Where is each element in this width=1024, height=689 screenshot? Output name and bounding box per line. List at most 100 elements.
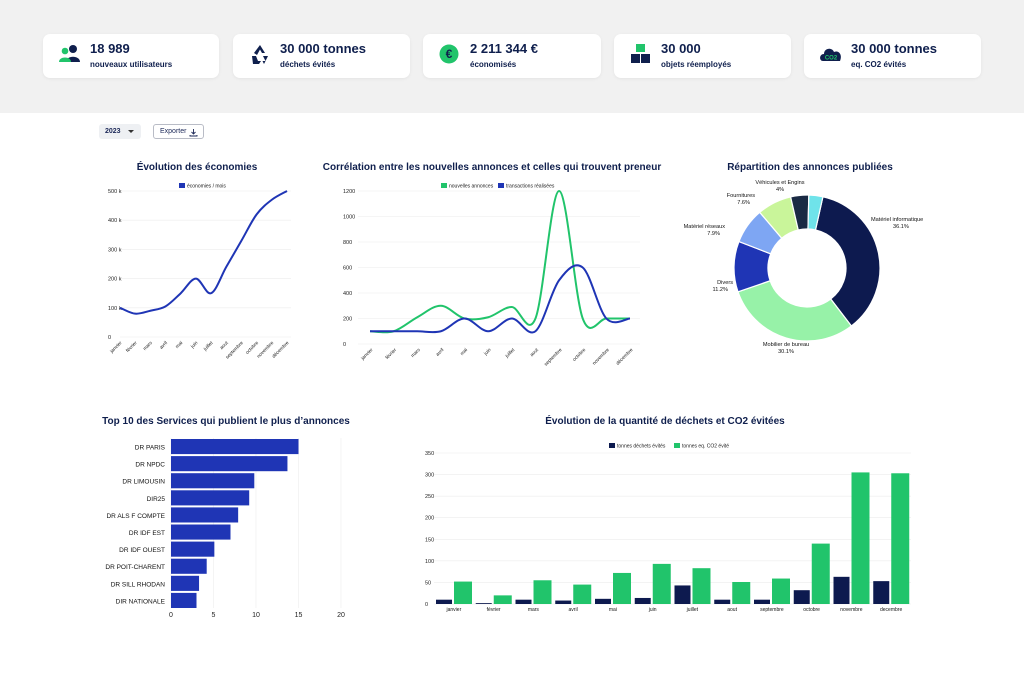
kpi-card-objects: 30 000 objets réemployés — [614, 34, 791, 78]
donut-label: Matériel réseaux — [684, 224, 726, 230]
x-tick-label: mai — [609, 607, 617, 613]
co2-cloud-icon: CO2 — [820, 48, 841, 62]
series-line — [119, 190, 288, 315]
legend-label: tonnes déchets évités — [617, 444, 666, 450]
category-label: DR PARIS — [135, 445, 166, 452]
y-tick-label: 100 — [425, 559, 434, 565]
kpi-label: déchets évités — [280, 60, 336, 69]
y-tick-label: 200 — [343, 317, 352, 323]
y-tick-label: 400 k — [108, 218, 122, 224]
bar-co2 — [613, 572, 631, 604]
bar-waste — [873, 581, 890, 604]
y-tick-label: 1000 — [343, 215, 355, 221]
bar — [171, 575, 200, 591]
donut-label: Mobilier de bureau — [763, 342, 809, 348]
users-icon — [59, 45, 80, 62]
bar-co2 — [454, 581, 472, 604]
bar — [171, 558, 207, 574]
x-tick-label: avril — [158, 340, 168, 350]
chart1-title: Évolution des économies — [136, 162, 258, 173]
x-tick-label: 10 — [252, 612, 260, 619]
download-icon — [189, 129, 198, 137]
bar-co2 — [652, 563, 671, 604]
bar-co2 — [493, 595, 512, 604]
x-tick-label: mai — [174, 340, 184, 350]
x-tick-label: aout — [727, 607, 737, 613]
kpi-value: 18 989 — [90, 41, 130, 56]
y-tick-label: 0 — [343, 342, 346, 348]
legend-swatch — [609, 443, 615, 448]
y-tick-label: 500 k — [108, 189, 122, 195]
y-tick-label: 200 — [425, 516, 434, 522]
bar-waste — [754, 599, 770, 604]
donut-value-label: 36.1% — [893, 224, 909, 230]
x-tick-label: juillet — [686, 607, 699, 613]
chart5-title: Évolution de la quantité de déchets et C… — [545, 416, 785, 427]
donut-value-label: 7.9% — [707, 231, 720, 237]
donut-value-label: 30.1% — [778, 349, 794, 355]
category-label: DR SILL RHODAN — [111, 581, 166, 588]
category-label: DR POIT-CHARENT — [105, 564, 165, 571]
legend-swatch — [498, 183, 504, 188]
donut-value-label: 4% — [776, 187, 784, 193]
series-line — [369, 264, 631, 334]
bar-waste — [595, 598, 611, 604]
donut-slice — [807, 194, 824, 231]
y-tick-label: 250 — [425, 494, 434, 500]
x-tick-label: juin — [482, 347, 492, 357]
bar-waste — [634, 597, 651, 604]
year-select[interactable]: 2023 — [99, 124, 141, 139]
x-tick-label: avril — [569, 607, 578, 613]
category-label: DR NPDC — [135, 462, 165, 469]
y-tick-label: 350 — [425, 451, 434, 457]
x-tick-label: decembre — [880, 607, 902, 613]
donut-value-label: 7.6% — [737, 200, 750, 206]
category-label: DR ALS F COMPTE — [106, 513, 165, 520]
bar-co2 — [772, 578, 790, 604]
bar — [171, 507, 239, 523]
bar-co2 — [692, 568, 711, 604]
bar — [171, 541, 215, 557]
legend-label: transactions réalisées — [506, 184, 555, 190]
category-label: DR LIMOUSIN — [122, 479, 165, 486]
bar — [171, 456, 288, 472]
bar-waste — [436, 599, 452, 604]
category-label: DIR NATIONALE — [116, 598, 166, 605]
bar-waste — [714, 599, 731, 604]
bar — [171, 490, 250, 506]
bar-co2 — [732, 581, 751, 604]
x-tick-label: 5 — [212, 612, 216, 619]
x-tick-label: février — [487, 607, 501, 613]
bar-co2 — [811, 543, 830, 604]
kpi-value: 30 000 tonnes — [851, 41, 937, 56]
y-tick-label: 200 k — [108, 277, 122, 283]
bar — [171, 473, 255, 489]
chart3-title: Répartition des annonces publiées — [727, 162, 893, 173]
bar — [171, 439, 299, 455]
y-tick-label: 400 — [343, 291, 352, 297]
x-tick-label: aout — [219, 340, 230, 351]
x-tick-label: juin — [648, 607, 657, 613]
kpi-card-waste: 30 000 tonnes déchets évités — [233, 34, 410, 78]
bar-waste — [555, 600, 572, 604]
bar — [171, 592, 197, 608]
bar-waste — [833, 576, 850, 604]
kpi-card-users: 18 989 nouveaux utilisateurs — [43, 34, 219, 78]
euro-icon: € — [439, 44, 459, 64]
y-tick-label: 800 — [343, 240, 352, 246]
bar-waste — [793, 590, 810, 604]
y-tick-label: 0 — [425, 602, 428, 608]
svg-text:€: € — [446, 47, 453, 61]
export-button[interactable]: Exporter — [153, 124, 204, 139]
kpi-card-savings: € 2 211 344 € économisés — [423, 34, 601, 78]
year-select-value: 2023 — [105, 128, 121, 135]
recycle-icon — [252, 45, 268, 64]
donut-label: Matériel informatique — [871, 217, 923, 223]
category-label: DR IDF OUEST — [119, 547, 165, 554]
category-label: DR IDF EST — [129, 530, 165, 537]
y-tick-label: 600 — [343, 266, 352, 272]
